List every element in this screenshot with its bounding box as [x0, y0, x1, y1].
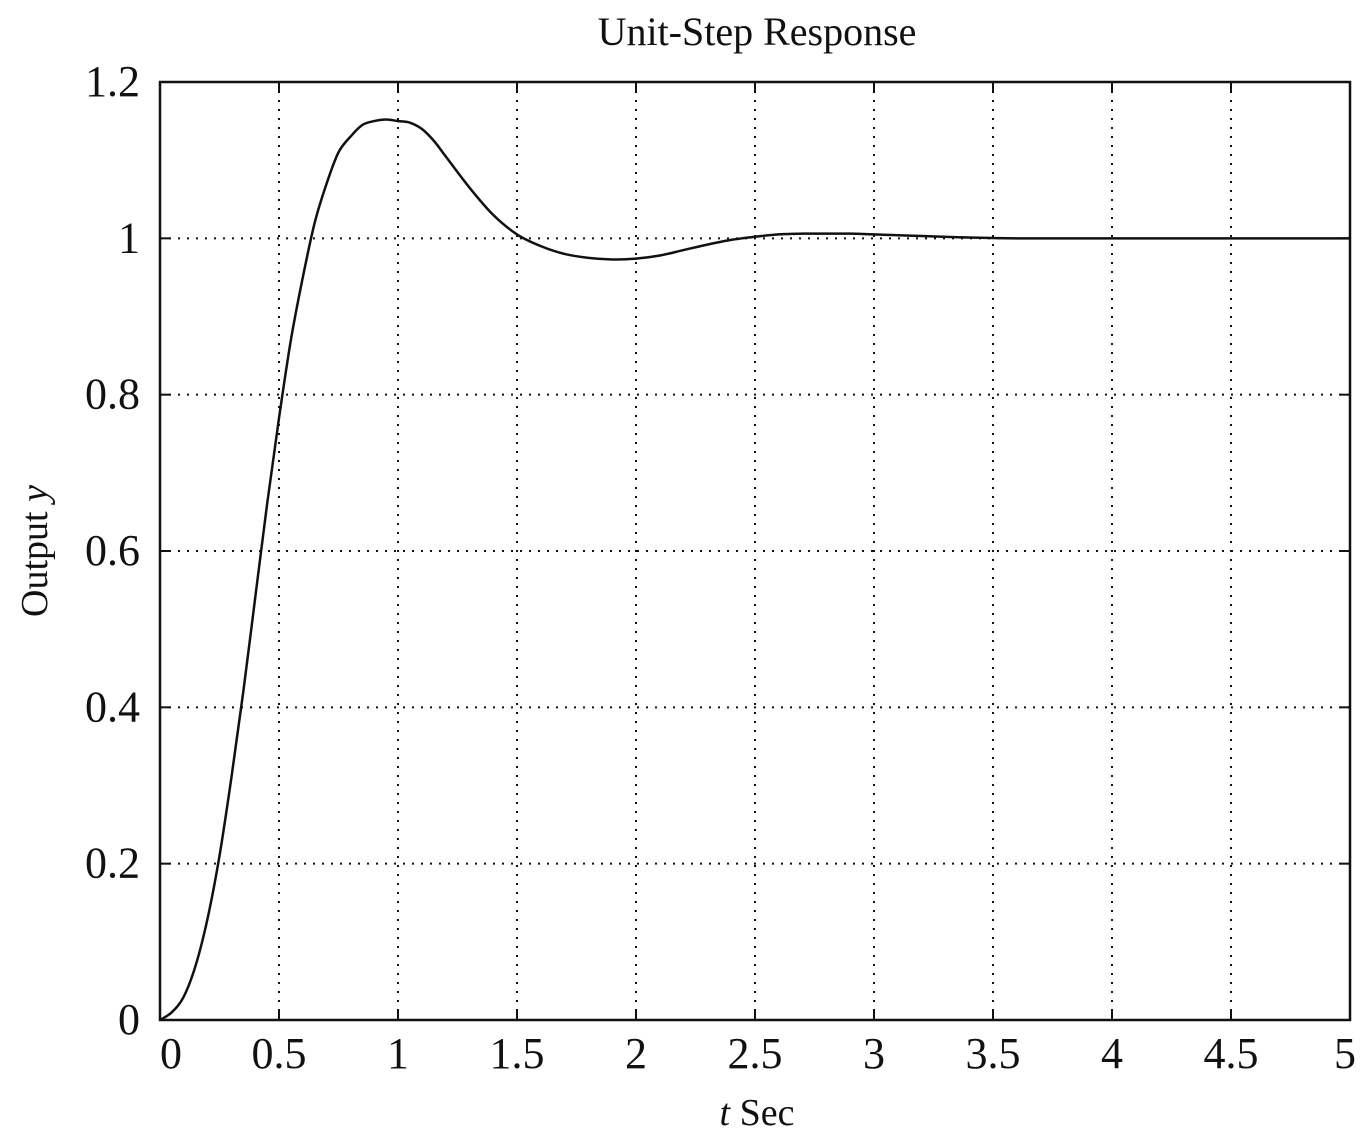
- x-tick-label: 4.5: [1204, 1029, 1259, 1078]
- y-tick-label: 0.8: [85, 370, 140, 419]
- x-tick-label: 0.5: [252, 1029, 307, 1078]
- y-tick-label: 1: [118, 213, 140, 262]
- x-tick-label: 1: [387, 1029, 409, 1078]
- x-tick-label: 4: [1101, 1029, 1123, 1078]
- chart-title: Unit-Step Response: [598, 9, 917, 54]
- x-tick-label: 0: [160, 1029, 182, 1078]
- y-axis-label: Output y: [14, 485, 56, 617]
- y-tick-label: 0.2: [85, 839, 140, 888]
- series-line: [159, 118, 1350, 1022]
- x-tick-label: 2.5: [728, 1029, 783, 1078]
- x-axis-label: t Sec: [720, 1092, 795, 1131]
- y-tick-labels: 0 0.2 0.4 0.6 0.8 1 1.2: [85, 57, 140, 1044]
- x-tick-label: 3.5: [966, 1029, 1021, 1078]
- y-tick-label: 0: [118, 995, 140, 1044]
- y-tick-label: 0.6: [85, 526, 140, 575]
- x-axis-label-unit: Sec: [730, 1092, 794, 1131]
- x-tick-label: 3: [863, 1029, 885, 1078]
- axis-ticks: [159, 81, 1351, 1021]
- grid-lines: [160, 82, 1350, 1020]
- y-axis-label-var: y: [14, 485, 56, 506]
- y-tick-label: 0.4: [85, 682, 140, 731]
- x-tick-label: 2: [625, 1029, 647, 1078]
- y-tick-label: 1.2: [85, 57, 140, 106]
- x-tick-label: 1.5: [490, 1029, 545, 1078]
- x-tick-label: 5: [1334, 1029, 1356, 1078]
- x-tick-labels: 0 0.5 1 1.5 2 2.5 3 3.5 4 4.5 5: [160, 1029, 1356, 1078]
- y-axis-label-text: Output: [14, 502, 56, 617]
- x-axis-label-var: t: [720, 1092, 732, 1131]
